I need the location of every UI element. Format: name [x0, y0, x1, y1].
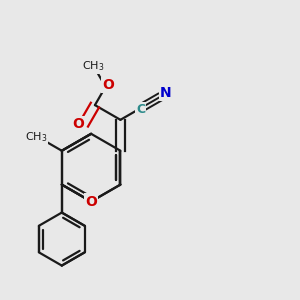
Text: O: O	[73, 117, 85, 130]
Text: CH$_3$: CH$_3$	[25, 130, 47, 144]
Text: CH$_3$: CH$_3$	[82, 59, 104, 73]
Text: O: O	[85, 194, 97, 208]
Text: N: N	[160, 86, 172, 100]
Text: O: O	[102, 78, 114, 92]
Text: C: C	[136, 103, 145, 116]
